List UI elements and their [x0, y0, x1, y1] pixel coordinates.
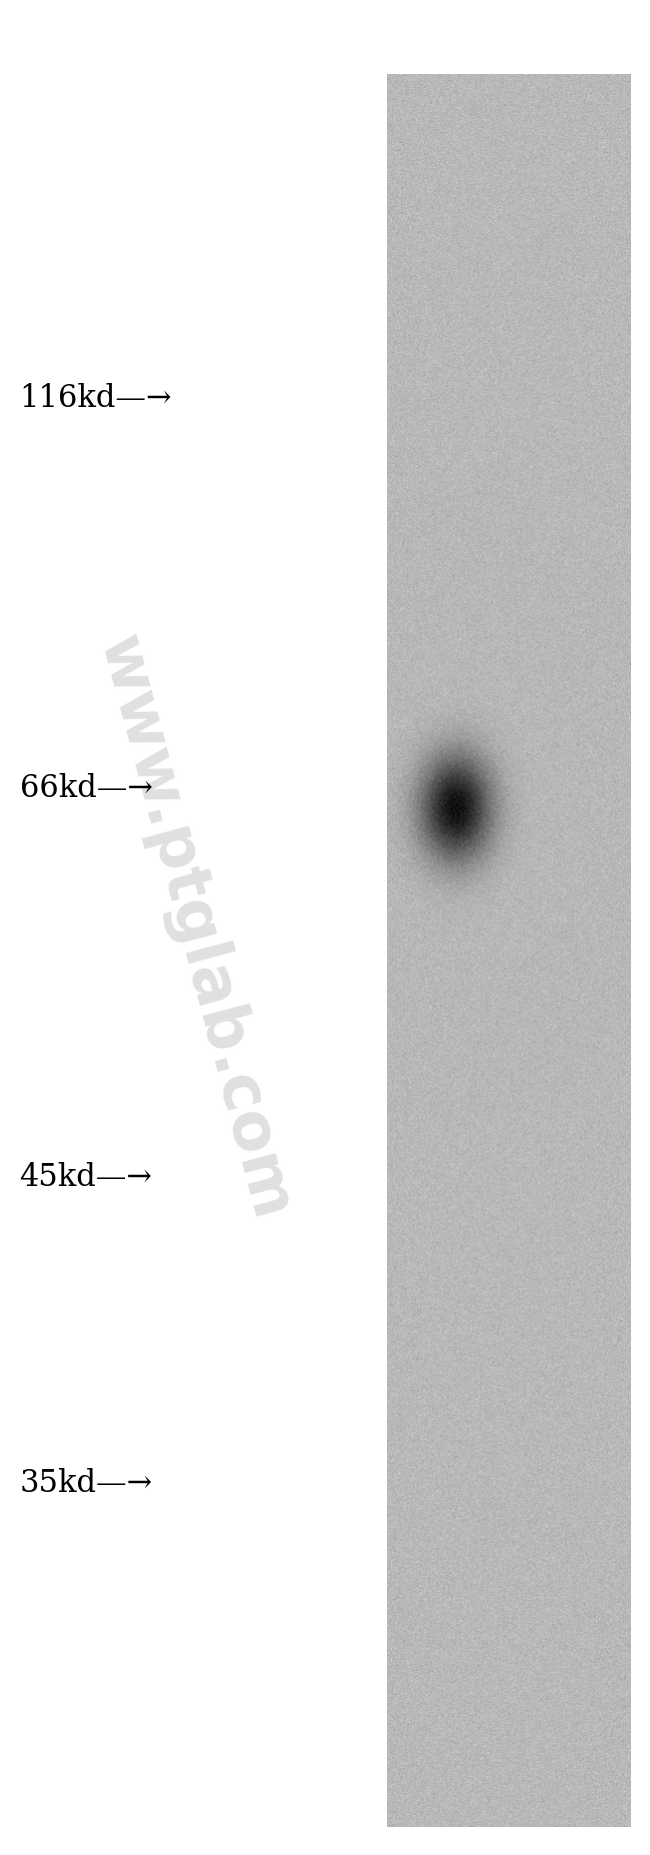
- Text: 116kd—→: 116kd—→: [20, 384, 172, 414]
- Text: 66kd—→: 66kd—→: [20, 774, 152, 803]
- Text: 35kd—→: 35kd—→: [20, 1469, 153, 1499]
- Text: 45kd—→: 45kd—→: [20, 1163, 152, 1193]
- Text: www.ptglab.com: www.ptglab.com: [87, 629, 303, 1226]
